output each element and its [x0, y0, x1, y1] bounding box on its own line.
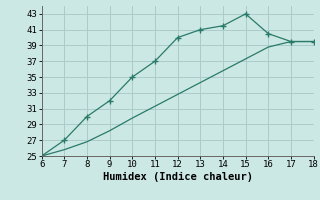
- X-axis label: Humidex (Indice chaleur): Humidex (Indice chaleur): [103, 172, 252, 182]
